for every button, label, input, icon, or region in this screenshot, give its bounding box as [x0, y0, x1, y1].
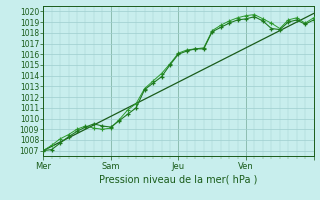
X-axis label: Pression niveau de la mer( hPa ): Pression niveau de la mer( hPa ): [99, 175, 258, 185]
